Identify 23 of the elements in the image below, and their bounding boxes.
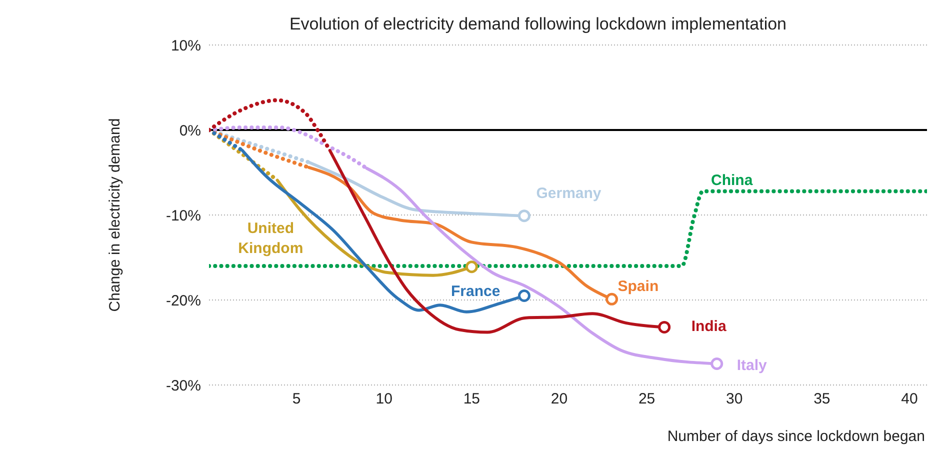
- x-tick-label: 25: [638, 390, 656, 408]
- x-tick-label: 40: [901, 390, 918, 408]
- y-tick-label: -30%: [166, 377, 201, 394]
- y-tick-label: -10%: [166, 207, 201, 224]
- x-tick-label: 15: [463, 390, 480, 408]
- x-tick-label: 5: [292, 390, 301, 408]
- x-axis-title: Number of days since lockdown began: [667, 428, 925, 445]
- series-label: France: [451, 282, 500, 300]
- x-tick-label: 20: [550, 390, 568, 408]
- series-label: Germany: [536, 184, 602, 202]
- x-tick-label: 30: [726, 390, 743, 408]
- series-label: India: [691, 318, 727, 336]
- y-tick-label: 0%: [179, 122, 201, 140]
- series-label: Spain: [618, 278, 659, 296]
- series-label: Italy: [736, 356, 768, 374]
- y-axis-title: Change in electricity demand: [106, 118, 124, 312]
- x-tick-label: 35: [814, 390, 830, 408]
- x-tick-label: 10: [376, 390, 392, 408]
- series-label: United Kingdom: [238, 220, 304, 257]
- chart-title: Evolution of electricity demand following lockdown implementation: [289, 14, 787, 34]
- y-tick-label: 10%: [170, 37, 201, 54]
- y-tick-label: -20%: [166, 292, 201, 310]
- series-label: China: [711, 172, 754, 190]
